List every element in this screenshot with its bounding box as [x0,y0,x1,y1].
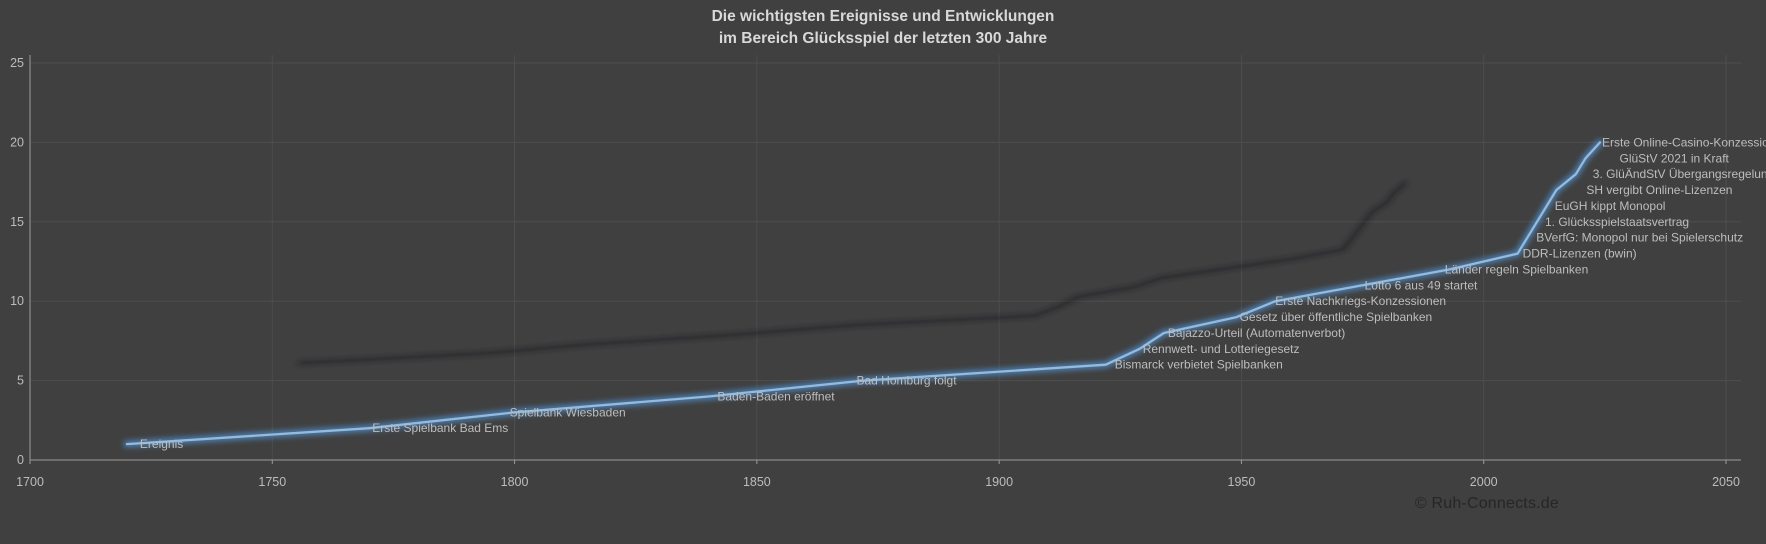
series-line [125,141,1602,446]
x-tick-label: 2050 [1712,475,1740,489]
x-tick-label: 1700 [16,475,44,489]
event-label: GlüStV 2021 in Kraft [1620,151,1730,165]
x-tick-label: 1850 [743,475,771,489]
event-label: DDR-Lizenzen (bwin) [1523,247,1637,261]
x-tick-label: 1750 [258,475,286,489]
event-label: SH vergibt Online-Lizenzen [1586,183,1732,197]
event-label: Erste Nachkriegs-Konzessionen [1275,294,1446,308]
event-label: 1. Glücksspielstaatsvertrag [1545,215,1689,229]
y-tick-label: 15 [10,215,24,229]
event-label: 3. GlüÄndStV Übergangsregelung [1593,167,1766,181]
chart-title: Die wichtigsten Ereignisse und Entwicklu… [0,6,1766,50]
event-label: Bismarck verbietet Spielbanken [1115,358,1283,372]
event-label: Erste Online-Casino-Konzessionen [1602,135,1766,149]
x-tick-label: 1950 [1228,475,1256,489]
event-label: Lotto 6 aus 49 startet [1365,278,1478,292]
event-label: Baden-Baden eröffnet [717,390,835,404]
event-label: EuGH kippt Monopol [1555,199,1666,213]
event-labels: Ereignis Erste Spielbank Bad EmsSpielbank… [140,135,1766,451]
event-label: BVerfG: Monopol nur bei Spielerschutz [1536,231,1743,245]
y-tick-label: 20 [10,135,24,149]
gridlines [30,55,1741,460]
event-label: Länder regeln Spielbanken [1445,262,1588,276]
x-tick-label: 2000 [1470,475,1498,489]
event-label: Bad Homburg folgt [857,374,958,388]
copyright-text: © Ruh-Connects.de [1414,495,1559,512]
tick-labels: 1700 1750 1800 1850 1900 1950 2000 2050 0 5 10 15 20… [10,56,1740,489]
series-perspective-shadow [297,181,1408,366]
event-label: Spielbank Wiesbaden [510,405,626,419]
y-tick-label: 0 [17,453,24,467]
y-tick-label: 10 [10,294,24,308]
chart-title-line-1: Die wichtigsten Ereignisse und Entwicklu… [711,8,1055,25]
y-tick-label: 25 [10,56,24,70]
x-tick-label: 1900 [985,475,1013,489]
event-label: Rennwett- und Lotteriegesetz [1143,342,1300,356]
event-label: Gesetz über öffentliche Spielbanken [1240,310,1433,324]
event-label: Ereignis [140,437,183,451]
axes [29,55,1741,464]
event-label: Erste Spielbank Bad Ems [372,421,508,435]
x-tick-label: 1800 [501,475,529,489]
event-label: Bajazzo-Urteil (Automatenverbot) [1168,326,1345,340]
y-tick-label: 5 [17,374,24,388]
chart-title-line-2: im Bereich Glücksspiel der letzten 300 J… [718,30,1048,47]
